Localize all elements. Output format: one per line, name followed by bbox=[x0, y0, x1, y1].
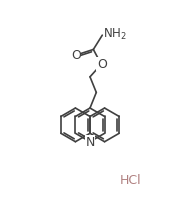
Text: O: O bbox=[97, 58, 107, 71]
Text: HCl: HCl bbox=[120, 174, 142, 187]
Text: O: O bbox=[71, 49, 81, 62]
Text: NH$_2$: NH$_2$ bbox=[103, 27, 127, 42]
Text: N: N bbox=[85, 136, 95, 149]
